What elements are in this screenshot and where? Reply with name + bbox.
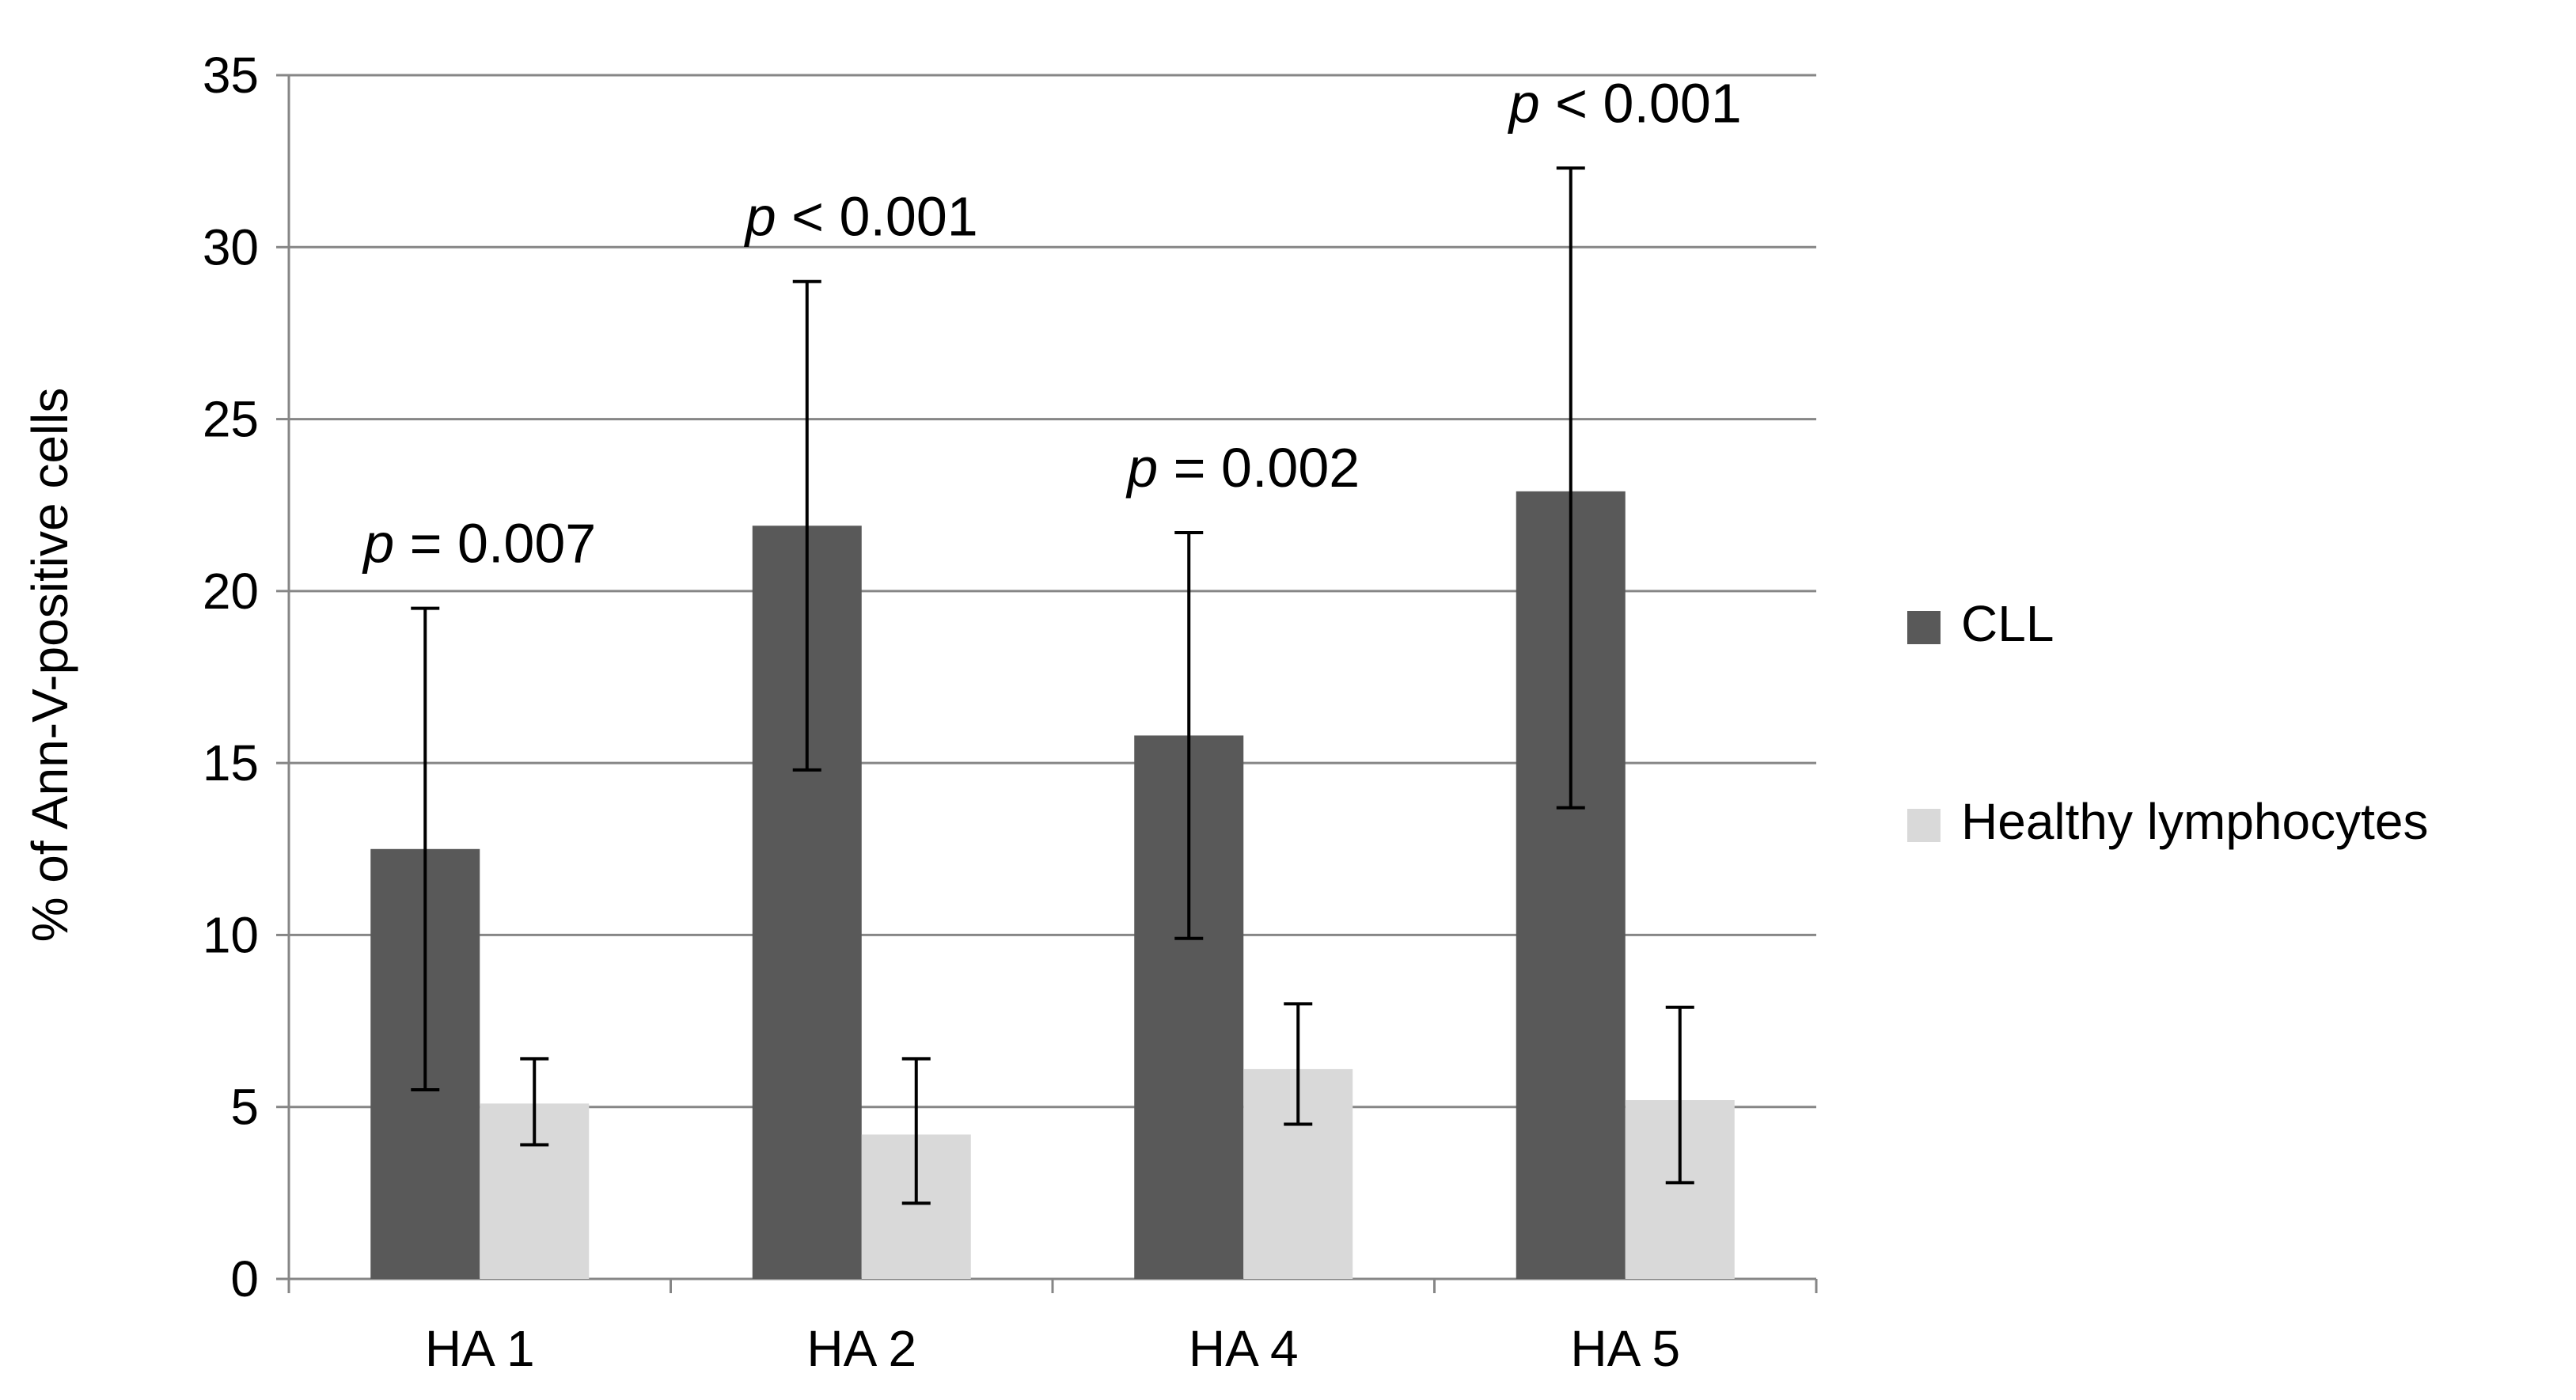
y-tick-label: 15 — [203, 734, 259, 791]
p-value-label: p < 0.001 — [1508, 72, 1742, 134]
x-category-label: HA 1 — [425, 1320, 535, 1377]
p-value-annotations: p = 0.007 p < 0.001 p = 0.002 p < 0.001 — [362, 72, 1741, 574]
legend: CLL Healthy lymphocytes — [1907, 595, 2428, 850]
p-value-label: p = 0.002 — [1125, 437, 1360, 499]
y-tick-label: 30 — [203, 218, 259, 275]
x-category-label: HA 2 — [806, 1320, 916, 1377]
y-tick-label: 20 — [203, 563, 259, 620]
error-bars — [411, 166, 1694, 1205]
y-tick-label: 25 — [203, 391, 259, 448]
legend-label: CLL — [1961, 595, 2054, 652]
bars — [370, 491, 1735, 1279]
x-category-label: HA 4 — [1189, 1320, 1299, 1377]
legend-swatch — [1907, 809, 1941, 842]
p-value-label: p < 0.001 — [744, 186, 978, 248]
gridlines — [289, 74, 1816, 1109]
y-axis-title: % of Ann-V-positive cells — [21, 388, 78, 943]
y-tick-label: 5 — [230, 1079, 259, 1136]
y-tick-label: 0 — [230, 1250, 259, 1307]
legend-label: Healthy lymphocytes — [1961, 793, 2428, 850]
y-tick-label: 35 — [203, 47, 259, 104]
p-value-label: p = 0.007 — [362, 513, 596, 575]
x-category-label: HA 5 — [1570, 1320, 1680, 1377]
legend-swatch — [1907, 611, 1941, 644]
y-tick-label: 10 — [203, 906, 259, 963]
